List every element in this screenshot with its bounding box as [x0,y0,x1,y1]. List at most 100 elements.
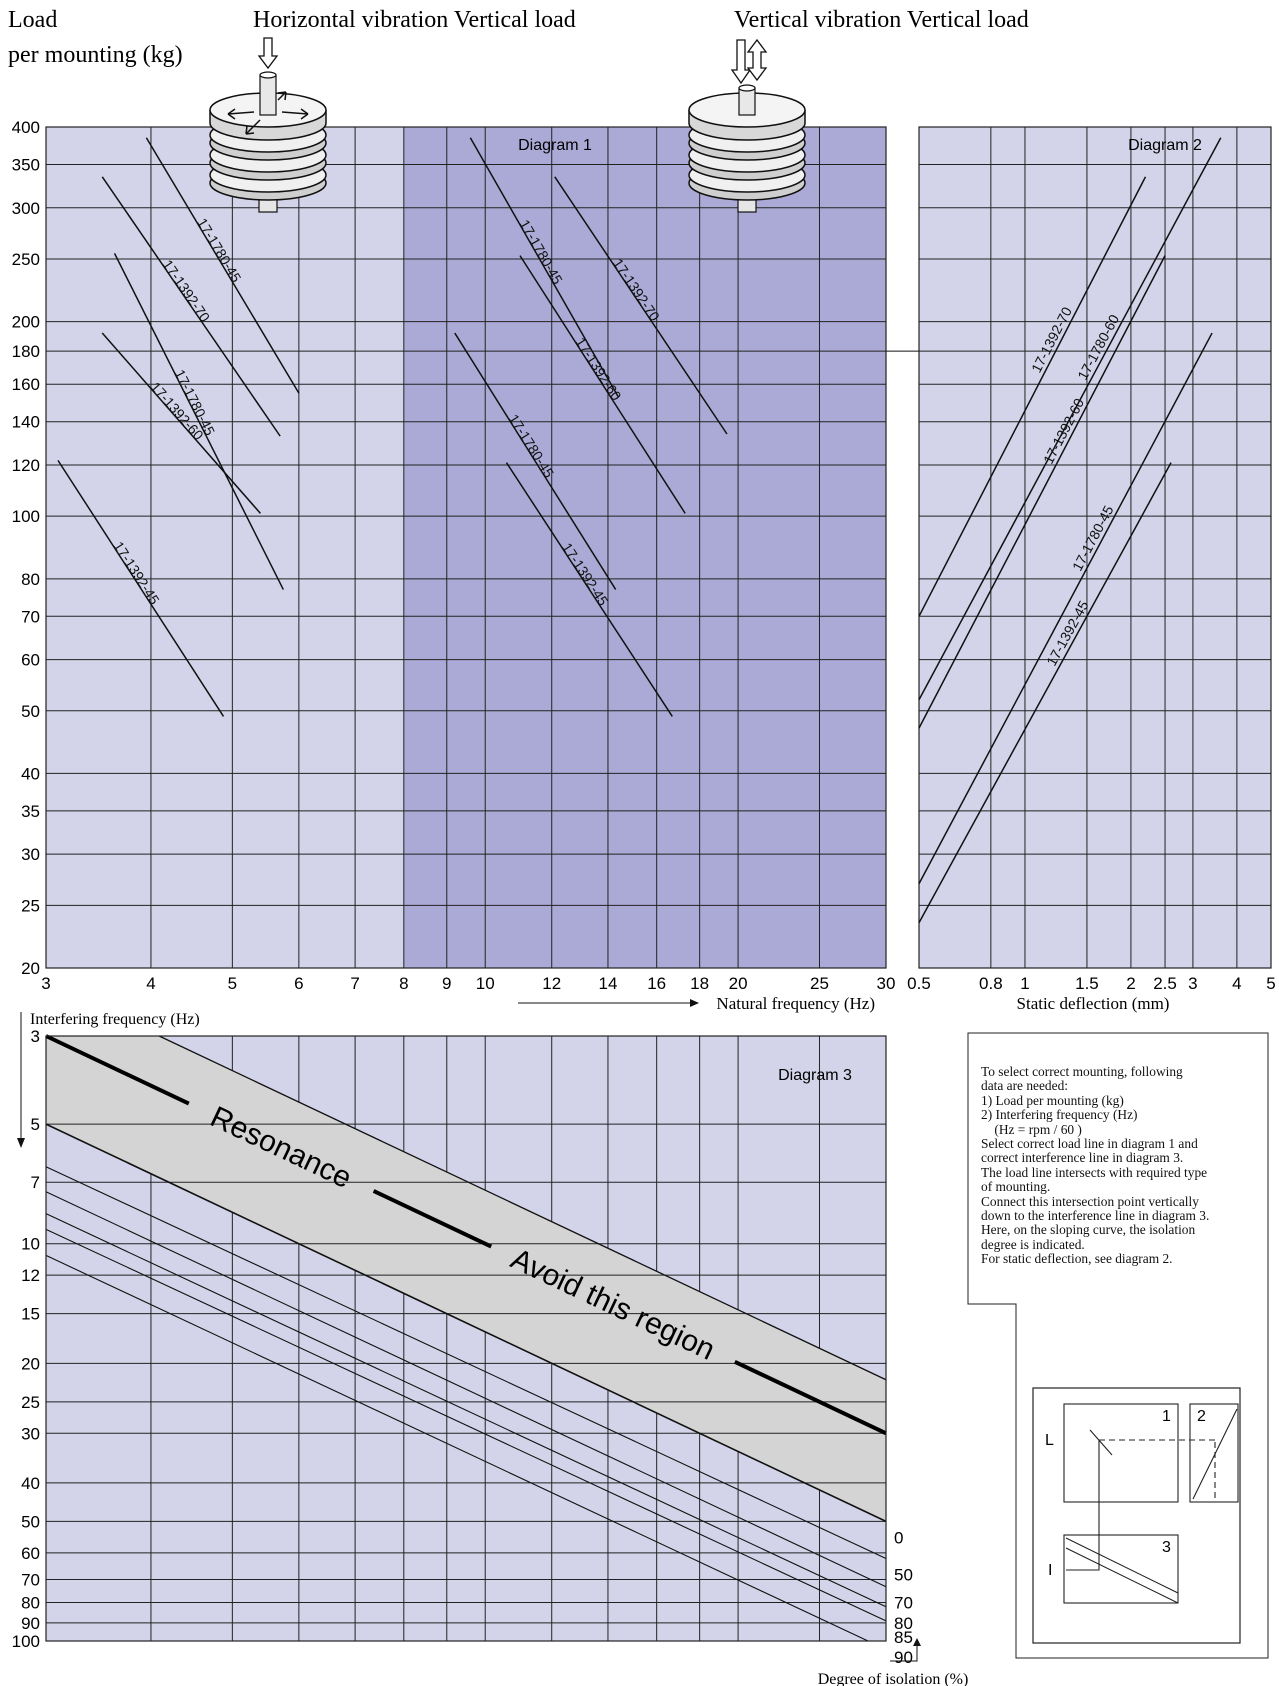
diagram-1-y-tick: 200 [12,313,40,332]
diagram-1-y-tick: 25 [21,896,40,915]
diagram-1-y-tick: 350 [12,155,40,174]
diagram-3-y-tick: 100 [12,1632,40,1651]
diagram-1-y-tick: 160 [12,375,40,394]
diagram-1-x-tick: 18 [690,974,709,993]
diagram-1-x-label: Natural frequency (Hz) [716,994,875,1013]
isolation-line [45,1213,887,1608]
diagram-1-series-line [519,255,686,514]
resonance-band-upper-edge [158,1035,887,1381]
isolation-arrowhead [913,1638,921,1646]
diagram-1-y-tick: 40 [21,764,40,783]
diagram-1-y-tick: 30 [21,845,40,864]
resonance-line-segment [45,1034,190,1106]
svg-text:2: 2 [1197,1408,1206,1425]
diagram-1-series-line [113,253,285,590]
diagram-2-x-tick: 1 [1020,974,1029,993]
load-axis-title-line1: Load [8,7,57,33]
resonance-band-overlay [46,1036,886,1522]
diagram-1-x-tick: 10 [476,974,495,993]
diagram-2-x-tick: 0.8 [979,974,1003,993]
diagram-1-y-tick: 120 [12,456,40,475]
diagram-1-series-line [469,137,619,398]
diagram-2-x-tick: 1.5 [1075,974,1099,993]
diagram-1-x-tick: 3 [41,974,50,993]
diagram-1-series-line [101,332,261,514]
svg-text:L: L [1045,1432,1054,1449]
diagram-1-x-tick: 9 [442,974,451,993]
isolation-label: 70 [894,1594,913,1613]
diagram-1-series-line [101,176,281,437]
diagram-3-y-tick: 25 [21,1393,40,1412]
vertical-mount-illustration [688,38,806,213]
diagram-3-y-tick: 15 [21,1305,40,1324]
diagram-2-x-tick: 5 [1266,974,1275,993]
isolation-line [45,1254,869,1642]
diagram-3-y-label: Interfering frequency (Hz) [30,1011,200,1028]
diagram-2-series-line [918,255,1166,729]
isolation-line [45,1123,887,1523]
diagram-1-x-tick: 25 [810,974,829,993]
diagram-1-panel-left [46,127,404,968]
resonance-line-segment [372,1189,493,1249]
diagram-1-x-tick: 16 [647,974,666,993]
diagram-1-panel-shaded [403,127,886,968]
isolation-axis-label: Degree of isolation (%) [818,1671,969,1686]
diagram-1-x-tick: 20 [729,974,748,993]
diagram-1-series-line [145,137,300,394]
horizontal-mount-illustration [209,37,327,213]
diagram-3-y-tick: 60 [21,1544,40,1563]
isolation-axis-arrow [890,1646,918,1662]
diagram-1-y-tick: 70 [21,607,40,626]
diagram-2: 0.5 0.8 1 1.5 2 2.5 3 4 5 Diagram 2 Static deflect… [907,126,1276,1013]
diagram-3-y-tick: 20 [21,1354,40,1373]
diagram-3: 3571012152025304050607080901000507080859… [12,1011,969,1686]
diagram-1-y-tick: 180 [12,342,40,361]
svg-text:I: I [1048,1562,1052,1579]
diagram-2-x-tick: 2 [1126,974,1135,993]
diagram-1-y-tick: 400 [12,118,40,137]
diagram-3-y-arrowhead [17,1138,25,1148]
diagram-3-y-tick: 5 [31,1115,40,1134]
diagram-2-x-tick: 3 [1188,974,1197,993]
horizontal-vibration-title: Horizontal vibration Vertical load [253,7,576,33]
resonance-line-segment [733,1359,887,1436]
svg-text:3: 3 [1162,1539,1171,1556]
diagram-3-y-tick: 90 [21,1614,40,1633]
diagram-1-y-tick: 140 [12,413,40,432]
diagram-1-y-tick: 250 [12,250,40,269]
diagram-1-y-tick: 50 [21,702,40,721]
isolation-label: 0 [894,1528,903,1547]
inset-box-2 [1189,1403,1239,1503]
diagram-2-x-tick: 2.5 [1153,974,1177,993]
diagram-3-y-tick: 70 [21,1570,40,1589]
diagram-1-x-arrowhead [690,999,699,1007]
diagram-2-x-label: Static deflection (mm) [1017,994,1170,1013]
diagram-1-frame [45,126,887,969]
diagram-2-frame [918,126,1272,969]
diagram-3-y-tick: 30 [21,1424,40,1443]
diagram-1-series-line [505,462,673,717]
diagram-3-y-tick: 40 [21,1474,40,1493]
diagram-1-x-tick: 14 [599,974,618,993]
diagram-1-y-tick: 80 [21,570,40,589]
diagram-3-y-tick: 10 [21,1235,40,1254]
diagram-2-series-line [918,332,1213,885]
isolation-line [45,1166,887,1560]
diagram-2-panel [919,127,1271,968]
diagram-3-title: Diagram 3 [778,1067,852,1084]
diagram-2-title: Diagram 2 [1128,137,1202,154]
diagram-3-frame [45,1035,887,1642]
diagram-2-x-tick: 4 [1232,974,1241,993]
diagram-3-y-tick: 7 [31,1173,40,1192]
diagram-1-series-line [454,332,617,590]
diagram-1-x-tick: 7 [350,974,359,993]
diagram-1-y-tick: 35 [21,802,40,821]
diagram-1-y-tick: 20 [21,959,40,978]
diagram-2-series-line [918,176,1147,617]
diagram-1-title: Diagram 1 [518,137,592,154]
diagram-2-series-line [918,462,1172,924]
instructions-text: To select correct mounting, following da… [981,1064,1210,1267]
diagram-1-x-tick: 4 [146,974,155,993]
diagram-1-x-tick: 12 [542,974,561,993]
